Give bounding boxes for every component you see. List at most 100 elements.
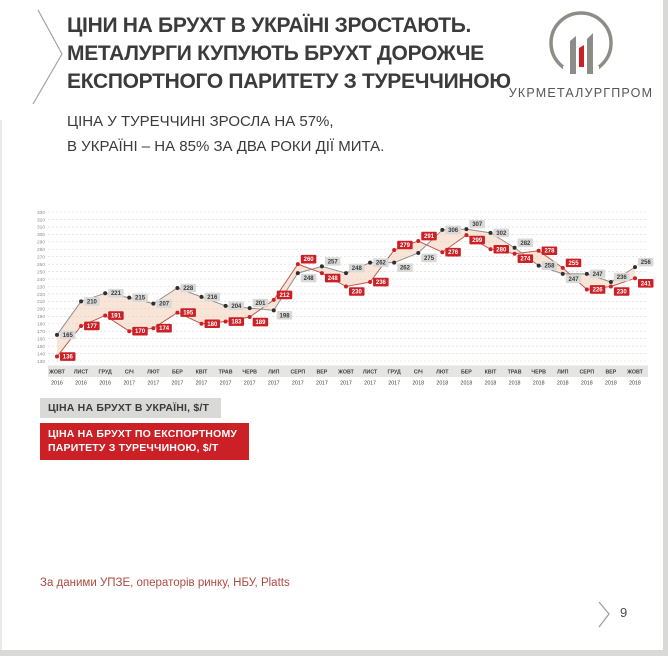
data-label-box — [373, 277, 389, 287]
data-label-box — [156, 323, 172, 333]
x-axis-month-label: СЕРП — [290, 370, 305, 376]
data-label: 282 — [520, 241, 531, 247]
page-subtitle: ЦІНА У ТУРЕЧЧИНІ ЗРОСЛА НА 57%, В УКРАЇН… — [67, 109, 527, 159]
y-axis-tick-label: 260 — [37, 262, 45, 268]
ukraine-data-point — [319, 264, 324, 269]
parity-data-point — [440, 250, 445, 255]
parity-data-point — [271, 297, 276, 302]
x-axis-year-label: 2017 — [196, 381, 208, 387]
data-label-box — [108, 288, 124, 298]
legend-ukraine-price: ЦІНА НА БРУХТ В УКРАЇНІ, $/Т — [40, 398, 222, 418]
parity-data-point — [199, 321, 204, 326]
x-axis-month-label: ЛИСТ — [363, 370, 378, 376]
x-axis-year-label: 2018 — [509, 381, 521, 387]
x-axis-month-label: СІЧ — [125, 370, 134, 376]
data-label: 258 — [544, 264, 555, 270]
parity-data-point — [55, 354, 59, 359]
data-label-box — [397, 240, 413, 250]
x-axis-year-label: 2017 — [340, 381, 352, 387]
data-label: 189 — [255, 320, 266, 326]
data-label: 191 — [111, 314, 122, 320]
legend-parity-line-2: ПАРИТЕТУ З ТУРЕЧЧИНОЮ, $/Т — [48, 442, 219, 454]
parity-data-point — [103, 313, 108, 318]
x-axis-month-label: БЕР — [172, 370, 183, 376]
data-label: 260 — [304, 257, 315, 263]
month-band — [48, 365, 648, 377]
x-axis-month-label: КВІТ — [485, 370, 498, 376]
data-label: 307 — [472, 222, 483, 228]
y-axis-tick-label: 330 — [37, 210, 45, 216]
ukrmetalurgprom-logo-icon — [549, 11, 613, 78]
data-label: 241 — [641, 281, 652, 287]
data-label-box — [589, 269, 606, 279]
data-label-box — [84, 297, 100, 306]
parity-data-point — [319, 271, 324, 276]
parity-data-point — [584, 287, 589, 292]
parity-data-point — [223, 319, 228, 324]
data-label-box — [180, 283, 196, 293]
data-label: 228 — [183, 286, 194, 292]
data-label-box — [445, 225, 461, 235]
parity-data-point — [416, 239, 421, 244]
data-label-box — [156, 299, 172, 308]
ukraine-data-point — [368, 260, 373, 265]
x-axis-year-label: 2017 — [147, 381, 159, 387]
page-edge-right — [663, 0, 668, 656]
ukraine-data-point — [584, 271, 589, 276]
y-axis-tick-label: 230 — [37, 284, 45, 290]
y-axis-tick-label: 190 — [37, 314, 45, 320]
data-label-box — [324, 257, 341, 266]
ukraine-data-point — [344, 271, 348, 276]
x-axis-year-label: 2017 — [244, 381, 256, 387]
title-line-2: МЕТАЛУРГИ КУПУЮТЬ БРУХТ ДОРОЖЧЕ — [67, 42, 484, 65]
data-label-box — [276, 290, 293, 300]
x-axis-year-label: 2016 — [75, 381, 87, 387]
data-label-box — [180, 308, 196, 317]
data-label: 257 — [328, 259, 339, 265]
x-axis-year-label: 2018 — [436, 381, 448, 387]
parity-data-point — [295, 262, 300, 267]
data-label: 183 — [231, 320, 242, 326]
y-axis-tick-label: 250 — [37, 269, 45, 275]
x-axis-month-label: ТРАВ — [508, 370, 522, 376]
y-axis-tick-label: 280 — [37, 247, 45, 253]
ukraine-data-point — [55, 332, 59, 337]
data-label-box — [469, 235, 485, 245]
x-axis-month-label: ЖОВТ — [626, 370, 643, 376]
data-label-box — [228, 301, 245, 311]
data-label: 207 — [159, 302, 170, 308]
x-axis-year-label: 2017 — [292, 381, 304, 387]
x-axis-year-label: 2018 — [557, 381, 569, 387]
data-label: 180 — [207, 322, 218, 328]
x-axis-month-label: ЛЮТ — [147, 370, 160, 376]
parity-data-point — [488, 247, 493, 252]
parity-data-point — [512, 251, 517, 256]
data-label: 302 — [496, 231, 507, 237]
y-axis-tick-label: 200 — [37, 307, 45, 313]
legend-parity-line-1: ЦІНА НА БРУХТ ПО ЕКСПОРТНОМУ — [48, 428, 238, 440]
data-label: 278 — [544, 249, 555, 255]
data-label-box — [349, 287, 365, 296]
data-label-box — [300, 254, 317, 264]
parity-data-point — [560, 265, 565, 270]
parity-data-point — [464, 233, 469, 238]
data-label-box — [541, 246, 558, 256]
x-axis-year-label: 2018 — [629, 381, 641, 387]
data-label: 174 — [159, 326, 170, 332]
data-label: 198 — [280, 313, 291, 319]
data-label: 291 — [424, 234, 435, 240]
x-axis-month-label: ТРАВ — [219, 370, 233, 376]
data-label: 248 — [352, 266, 363, 272]
data-label: 226 — [593, 287, 604, 293]
ukraine-data-point — [633, 265, 637, 270]
data-label: 248 — [328, 276, 339, 282]
data-label-box — [108, 311, 124, 320]
x-axis-year-label: 2018 — [412, 381, 424, 387]
data-label-box — [132, 326, 148, 336]
data-label-box — [60, 352, 76, 361]
legend-export-parity-price: ЦІНА НА БРУХТ ПО ЕКСПОРТНОМУ ПАРИТЕТУ З … — [40, 423, 250, 460]
ukraine-data-point — [512, 245, 517, 250]
page-edge-bottom — [0, 650, 668, 656]
x-axis-month-label: СЕРП — [579, 370, 594, 376]
parity-data-point — [392, 247, 397, 252]
